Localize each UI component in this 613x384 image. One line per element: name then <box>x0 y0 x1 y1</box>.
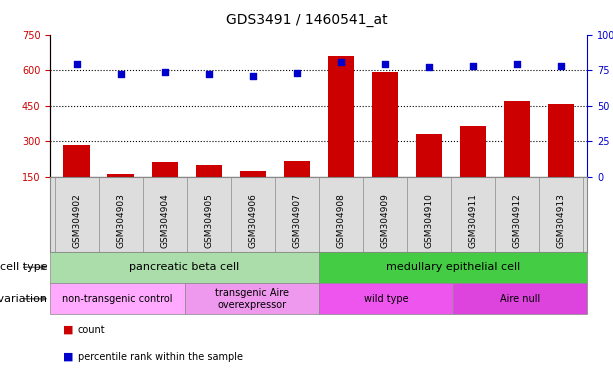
Point <box>204 71 213 78</box>
Point <box>424 64 434 70</box>
Bar <box>107 174 134 212</box>
Text: GSM304905: GSM304905 <box>204 193 213 248</box>
Bar <box>319 252 587 283</box>
Bar <box>453 283 587 314</box>
Point <box>380 61 390 68</box>
Text: pancreatic beta cell: pancreatic beta cell <box>129 262 240 272</box>
Text: medullary epithelial cell: medullary epithelial cell <box>386 262 520 272</box>
Text: GSM304912: GSM304912 <box>512 193 521 248</box>
Text: percentile rank within the sample: percentile rank within the sample <box>78 352 243 362</box>
Bar <box>50 283 185 314</box>
Text: count: count <box>78 325 105 335</box>
Point <box>248 73 257 79</box>
Text: Aire null: Aire null <box>500 294 540 304</box>
Text: ■: ■ <box>63 325 73 335</box>
Bar <box>196 165 222 212</box>
Text: GSM304907: GSM304907 <box>292 193 301 248</box>
Text: non-transgenic control: non-transgenic control <box>62 294 173 304</box>
Point <box>512 61 522 68</box>
Point <box>116 71 126 78</box>
Bar <box>284 161 310 212</box>
Point <box>72 61 82 68</box>
Bar <box>151 162 178 212</box>
Text: GDS3491 / 1460541_at: GDS3491 / 1460541_at <box>226 13 387 27</box>
Bar <box>64 145 90 212</box>
Bar <box>185 283 319 314</box>
Text: cell type: cell type <box>0 262 47 272</box>
Text: GSM304909: GSM304909 <box>380 193 389 248</box>
Text: GSM304913: GSM304913 <box>557 193 565 248</box>
Text: wild type: wild type <box>364 294 408 304</box>
Bar <box>504 101 530 212</box>
Point <box>292 70 302 76</box>
Bar <box>371 73 398 212</box>
Point <box>556 63 566 69</box>
Bar <box>327 56 354 212</box>
Point <box>468 63 478 69</box>
Text: GSM304903: GSM304903 <box>116 193 125 248</box>
Text: GSM304911: GSM304911 <box>468 193 478 248</box>
Text: GSM304904: GSM304904 <box>160 193 169 248</box>
Bar <box>460 126 486 212</box>
Bar <box>416 134 442 212</box>
Text: GSM304902: GSM304902 <box>72 193 81 248</box>
Point <box>336 58 346 65</box>
Bar <box>319 283 453 314</box>
Bar <box>240 171 266 212</box>
Text: ■: ■ <box>63 352 73 362</box>
Text: GSM304906: GSM304906 <box>248 193 257 248</box>
Text: transgenic Aire
overexpressor: transgenic Aire overexpressor <box>215 288 289 310</box>
Text: GSM304908: GSM304908 <box>337 193 345 248</box>
Bar <box>50 252 319 283</box>
Text: genotype/variation: genotype/variation <box>0 294 47 304</box>
Bar <box>547 104 574 212</box>
Text: GSM304910: GSM304910 <box>424 193 433 248</box>
Point <box>160 68 170 74</box>
